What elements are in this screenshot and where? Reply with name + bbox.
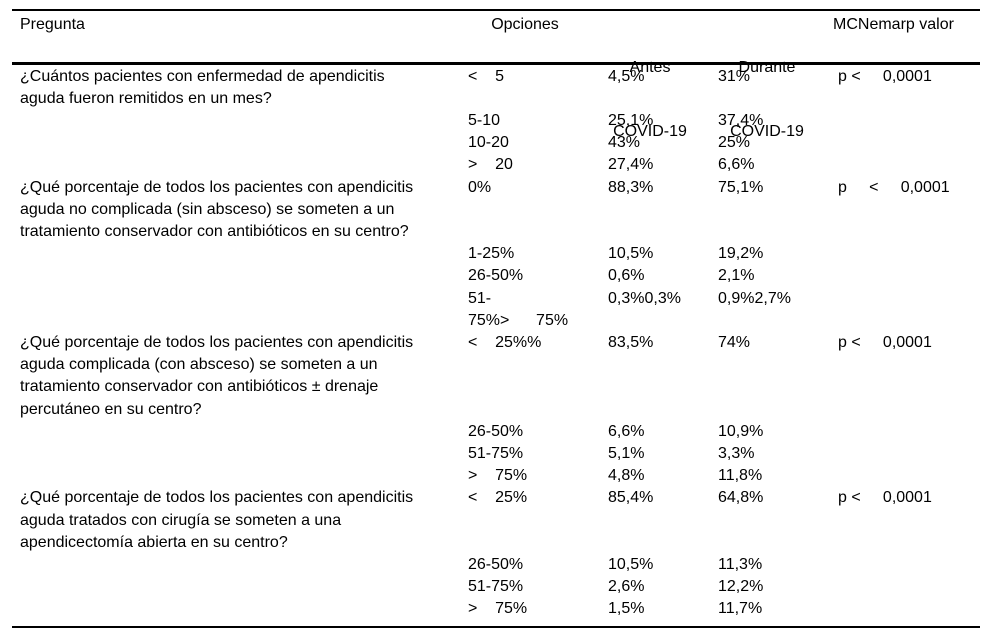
table-line: > 75% 1,5% 11,7% (0, 598, 992, 620)
antes-covid-cell: 6,6% (608, 422, 645, 440)
pvalue-cell: p < 0,0001 (838, 489, 932, 507)
table-line: 1-25% 10,5% 19,2% (0, 243, 992, 265)
durante-covid-cell: 75,1% (718, 178, 764, 196)
table-line: 26-50% 10,5% 11,3% (0, 554, 992, 576)
antes-covid-cell: 2,6% (608, 578, 645, 596)
pregunta-cell: tratamiento conservador con antibióticos… (20, 222, 409, 240)
table-line: ¿Qué porcentaje de todos los pacientes c… (0, 332, 992, 354)
durante-covid-cell: 11,8% (718, 467, 763, 485)
durante-covid-cell: 37,4% (718, 111, 764, 129)
opcion-cell: > 20 (468, 156, 513, 174)
pvalue-cell: p < 0,0001 (838, 67, 932, 85)
opcion-cell: 26-50% (468, 555, 524, 573)
opcion-cell: < 25% (468, 489, 528, 507)
antes-covid-cell: 10,5% (608, 555, 654, 573)
table-bottom-rule (12, 626, 980, 628)
opcion-cell: 5-10 (468, 111, 501, 129)
antes-covid-cell: 0,6% (608, 267, 645, 285)
durante-covid-cell: 74% (718, 333, 751, 351)
pregunta-cell: ¿Qué porcentaje de todos los pacientes c… (20, 489, 414, 507)
antes-covid-cell: 83,5% (608, 333, 654, 351)
antes-covid-cell: 88,3% (608, 178, 654, 196)
pregunta-cell: ¿Qué porcentaje de todos los pacientes c… (20, 178, 414, 196)
opcion-cell: 26-50% (468, 422, 524, 440)
durante-covid-cell: 12,2% (718, 578, 764, 596)
opcion-cell: 51-75% (468, 578, 524, 596)
antes-covid-cell: 1,5% (608, 600, 645, 618)
antes-covid-cell: 0,3%0,3% (608, 289, 681, 307)
antes-covid-cell: 4,5% (608, 67, 645, 85)
opcion-cell: 0% (468, 178, 492, 196)
opcion-cell: 10-20 (468, 134, 509, 152)
table-line: percutáneo en su centro? (0, 399, 992, 421)
antes-covid-cell: 10,5% (608, 245, 654, 263)
table-line: 51-75% 2,6% 12,2% (0, 576, 992, 598)
table-line: 51-75% 5,1% 3,3% (0, 443, 992, 465)
table-line: 51- 0,3%0,3% 0,9%2,7% (0, 288, 992, 310)
opcion-cell: 75%> 75% (468, 311, 569, 329)
pregunta-cell: ¿Qué porcentaje de todos los pacientes c… (20, 333, 414, 351)
table-line: ¿Qué porcentaje de todos los pacientes c… (0, 177, 992, 199)
table-line: aguda tratados con cirugía se someten a … (0, 510, 992, 532)
column-header-durante-line2: COVID-19 (730, 123, 804, 140)
table-line: > 20 27,4% 6,6% (0, 154, 992, 176)
durante-covid-cell: 6,6% (718, 156, 755, 174)
durante-covid-cell: 31% (718, 67, 751, 85)
table-line: aguda fueron remitidos en un mes? (0, 88, 992, 110)
table-line: aguda no complicada (sin absceso) se som… (0, 199, 992, 221)
antes-covid-cell: 43% (608, 134, 641, 152)
durante-covid-cell: 11,3% (718, 555, 763, 573)
opcion-cell: 51-75% (468, 444, 524, 462)
pvalue-cell: p < 0,0001 (838, 333, 932, 351)
opcion-cell: < 5 (468, 67, 505, 85)
opcion-cell: 26-50% (468, 267, 524, 285)
table-line: apendicectomía abierta en su centro? (0, 532, 992, 554)
table-line: tratamiento conservador con antibióticos… (0, 221, 992, 243)
opcion-cell: 51- (468, 289, 492, 307)
column-header-antes-line2: COVID-19 (613, 123, 687, 140)
table-line: aguda complicada (con absceso) se somete… (0, 354, 992, 376)
table-line: ¿Qué porcentaje de todos los pacientes c… (0, 487, 992, 509)
antes-covid-cell: 4,8% (608, 467, 645, 485)
durante-covid-cell: 10,9% (718, 422, 764, 440)
pregunta-cell: percutáneo en su centro? (20, 400, 202, 418)
table-top-rule (12, 9, 980, 11)
pregunta-cell: apendicectomía abierta en su centro? (20, 533, 288, 551)
table-line: 75%> 75% (0, 310, 992, 332)
pregunta-cell: aguda fueron remitidos en un mes? (20, 89, 272, 107)
antes-covid-cell: 85,4% (608, 489, 654, 507)
opcion-cell: > 75% (468, 600, 528, 618)
table-line: tratamiento conservador con antibióticos… (0, 376, 992, 398)
table-line: 26-50% 0,6% 2,1% (0, 265, 992, 287)
table-line: 10-20 43% 25% (0, 132, 992, 154)
durante-covid-cell: 0,9%2,7% (718, 289, 791, 307)
opcion-cell: < 25%% (468, 333, 542, 351)
durante-covid-cell: 2,1% (718, 267, 755, 285)
durante-covid-cell: 11,7% (718, 600, 763, 618)
pregunta-cell: tratamiento conservador con antibióticos… (20, 378, 379, 396)
opcion-cell: 1-25% (468, 245, 515, 263)
durante-covid-cell: 19,2% (718, 245, 764, 263)
table-line: ¿Cuántos pacientes con enfermedad de ape… (0, 66, 992, 88)
column-header-pregunta: Pregunta (20, 15, 85, 33)
pvalue-cell: p < 0,0001 (838, 178, 950, 196)
antes-covid-cell: 27,4% (608, 156, 654, 174)
opcion-cell: > 75% (468, 467, 528, 485)
antes-covid-cell: 5,1% (608, 444, 645, 462)
pregunta-cell: aguda complicada (con absceso) se somete… (20, 356, 378, 374)
durante-covid-cell: 3,3% (718, 444, 755, 462)
pregunta-cell: aguda no complicada (sin absceso) se som… (20, 200, 395, 218)
column-header-opciones: Opciones (491, 15, 559, 33)
pregunta-cell: ¿Cuántos pacientes con enfermedad de ape… (20, 67, 385, 85)
table-header-rule (12, 62, 980, 65)
durante-covid-cell: 64,8% (718, 489, 764, 507)
table-line: 26-50% 6,6% 10,9% (0, 421, 992, 443)
column-header-mcnemar-pvalue: MCNemarp valor (833, 15, 954, 33)
durante-covid-cell: 25% (718, 134, 751, 152)
pregunta-cell: aguda tratados con cirugía se someten a … (20, 511, 342, 529)
table-line: 5-10 25,1% 37,4% (0, 110, 992, 132)
antes-covid-cell: 25,1% (608, 111, 654, 129)
table-line: > 75% 4,8% 11,8% (0, 465, 992, 487)
